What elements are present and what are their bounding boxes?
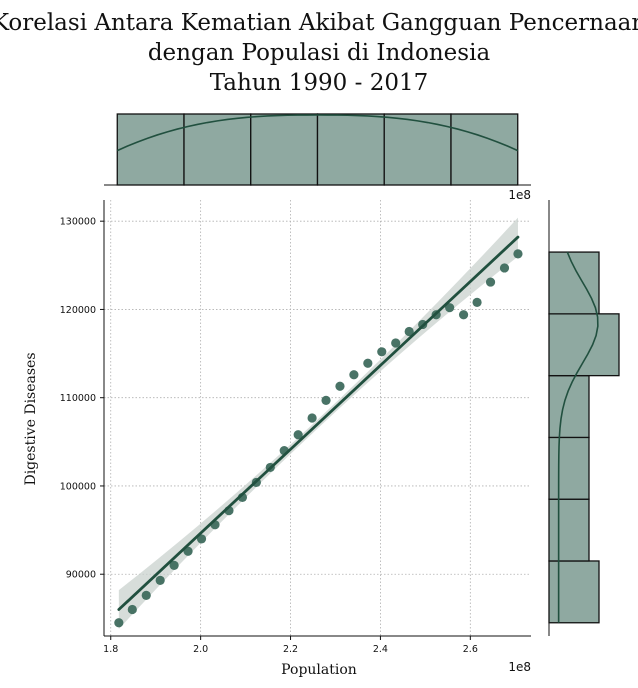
x-tick-label: 2.4 — [373, 644, 388, 655]
data-point — [485, 277, 496, 287]
x-axis-ticks: 1.8 2.0 2.2 2.4 2.6 — [103, 636, 478, 655]
right-histogram-bar — [548, 498, 590, 562]
chart-title-line-3: Tahun 1990 - 2017 — [210, 70, 428, 96]
scatter-plot-area: 1.8 2.0 2.2 2.4 2.6 90000 100000 110000 120000 1… — [60, 200, 531, 655]
chart-title-line-1: Korelasi Antara Kematian Akibat Gangguan… — [0, 10, 638, 36]
right-histogram-bar — [548, 374, 590, 439]
data-point — [169, 560, 179, 570]
y-tick-label: 90000 — [66, 570, 96, 581]
top-histogram-bar — [250, 113, 319, 186]
chart-title-line-2: dengan Populasi di Indonesia — [148, 40, 491, 66]
data-point — [293, 430, 303, 440]
x-tick-label: 2.6 — [463, 644, 478, 655]
data-point — [404, 326, 414, 337]
data-point — [155, 575, 165, 585]
right-kde-curve — [557, 251, 599, 623]
regression-line — [117, 235, 520, 611]
data-point — [391, 338, 401, 348]
data-point — [513, 249, 523, 259]
right-marginal-histogram — [548, 200, 620, 636]
data-point — [141, 590, 151, 601]
grid-lines — [104, 200, 531, 636]
y-axis-label: Digestive Diseases — [23, 352, 39, 485]
x-tick-label: 1.8 — [103, 644, 118, 655]
x-tick-label: 2.0 — [193, 644, 208, 655]
y-offset-label: 1e8 — [508, 188, 531, 202]
top-marginal-histogram — [104, 113, 531, 186]
y-tick-label: 120000 — [60, 305, 96, 316]
x-axis-label: Population — [281, 662, 357, 678]
data-point — [377, 347, 387, 357]
data-point — [127, 604, 137, 615]
data-point — [445, 303, 455, 313]
y-tick-label: 130000 — [60, 217, 96, 228]
data-point — [472, 297, 482, 307]
data-point — [307, 413, 317, 423]
data-point — [458, 310, 469, 320]
data-point — [114, 618, 124, 628]
x-tick-label: 2.2 — [283, 644, 298, 655]
axes — [103, 200, 531, 637]
data-point — [196, 534, 207, 544]
y-axis-ticks: 90000 100000 110000 120000 130000 — [60, 217, 104, 581]
y-tick-label: 110000 — [60, 393, 96, 404]
top-histogram-bar — [316, 113, 385, 186]
right-histogram-bar — [548, 560, 600, 624]
scatter-points — [114, 249, 523, 628]
right-histogram-bar — [548, 251, 600, 315]
right-histogram-bar — [548, 436, 590, 500]
data-point — [363, 358, 373, 368]
top-kde-curve — [116, 114, 519, 152]
x-offset-label: 1e8 — [508, 660, 531, 674]
regression-line-group — [117, 235, 520, 611]
top-histogram-bar — [383, 113, 452, 186]
y-tick-label: 100000 — [60, 481, 96, 492]
data-point — [499, 263, 510, 273]
top-histogram-bar — [450, 113, 519, 186]
top-histogram-bar — [116, 113, 185, 186]
data-point — [349, 370, 359, 380]
top-histogram-bar — [183, 113, 252, 186]
data-point — [321, 395, 331, 405]
data-point — [335, 381, 345, 391]
right-histogram-bar — [548, 313, 620, 377]
